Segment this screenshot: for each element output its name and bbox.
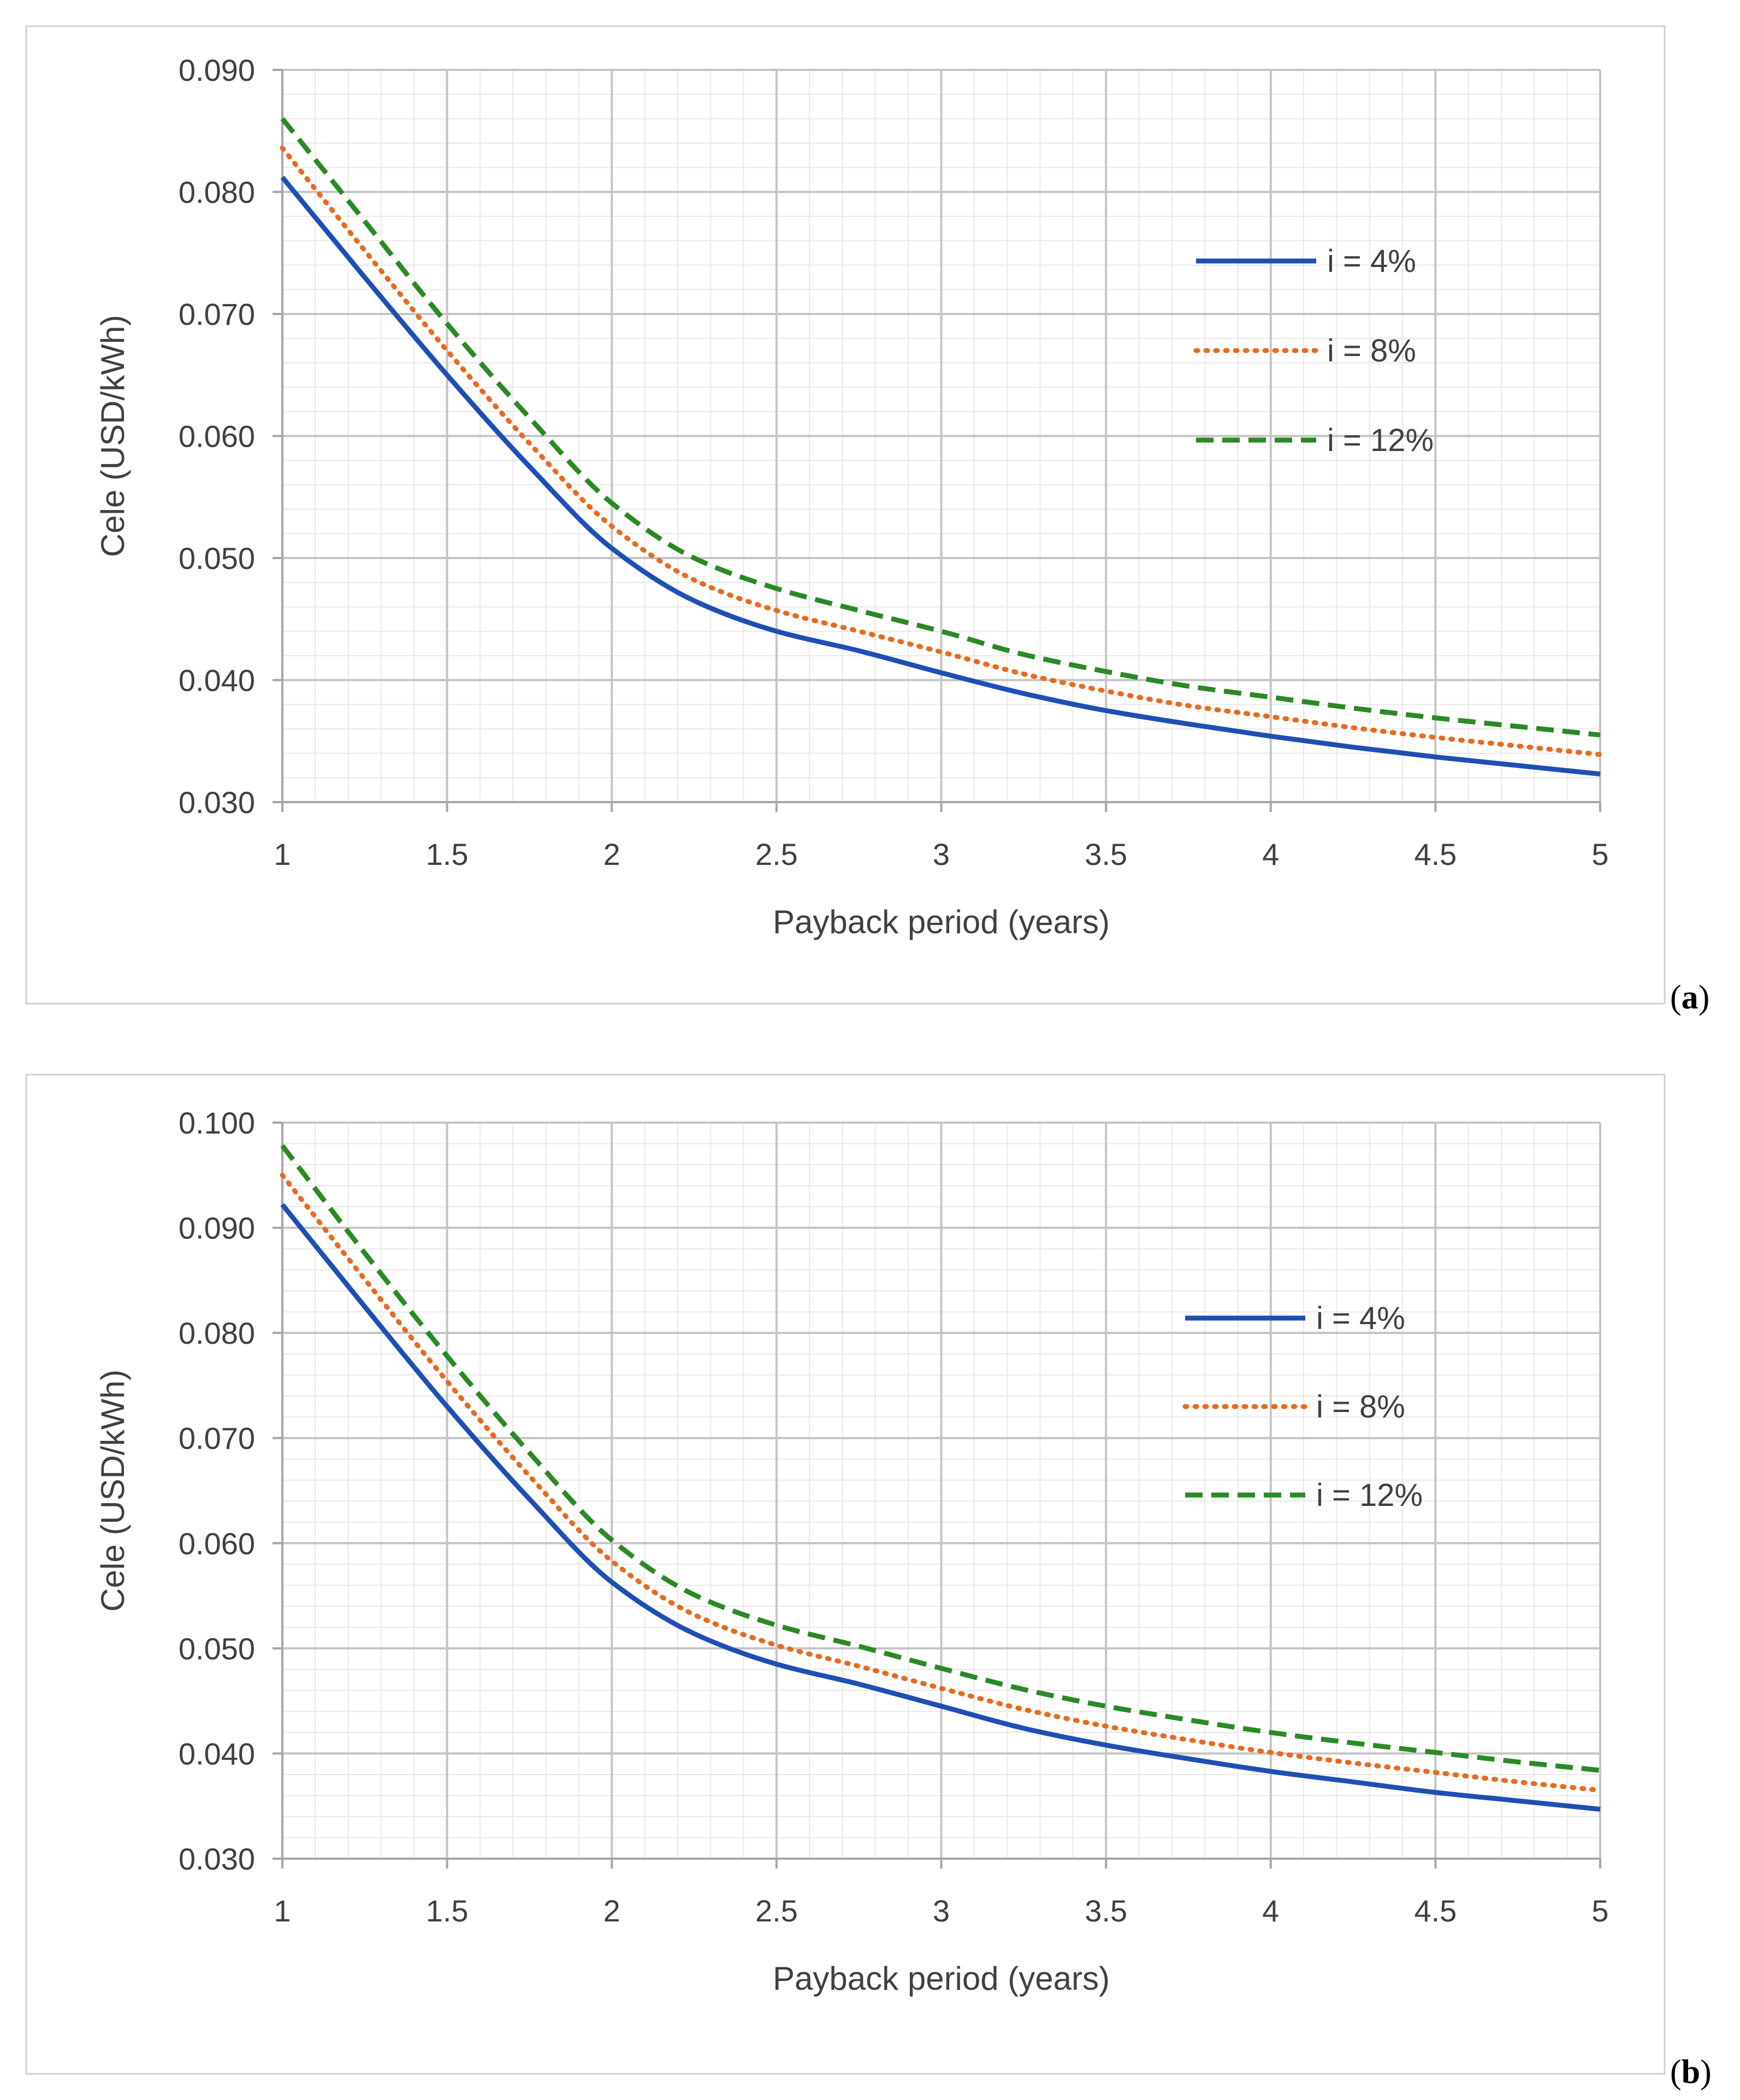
y-tick-label: 0.050: [179, 1632, 255, 1666]
x-tick-label: 5: [1591, 837, 1608, 871]
series-line-1: [280, 1203, 1601, 1812]
panel-label-a-text: a: [1681, 979, 1698, 1016]
x-tick-label: 3.5: [1085, 1894, 1127, 1928]
legend-entry-2: i = 8%: [1327, 333, 1416, 369]
x-tick-label: 1.5: [426, 837, 469, 871]
x-tick-label: 5: [1591, 1894, 1608, 1928]
series-line-3: [280, 1144, 1601, 1773]
panel-label-b-text: b: [1681, 2054, 1701, 2091]
y-tick-label: 0.100: [179, 1106, 255, 1140]
legend: i = 4% i = 8% i = 12%: [1193, 244, 1434, 458]
y-tick-label: 0.080: [179, 175, 255, 210]
line-chart-a: 1 1.5 2 2.5 3 3.5 4 4.5 5 0.030 0.040 0.050 0.060 0.0…: [25, 25, 1666, 1005]
x-tick-label: 2: [603, 1894, 620, 1928]
x-tick-label: 4: [1262, 837, 1279, 871]
x-tick-label: 4: [1262, 1894, 1279, 1928]
chart-frame: [25, 1073, 1666, 2075]
legend-entry-3: i = 12%: [1327, 423, 1434, 458]
y-tick-label: 0.070: [179, 297, 255, 331]
y-tick-label: 0.090: [179, 1211, 255, 1245]
panel-label-b: (b): [1670, 2054, 1712, 2091]
x-tick-label: 2: [603, 837, 620, 871]
y-tick-label: 0.060: [179, 1526, 255, 1561]
legend-entry-3: i = 12%: [1316, 1478, 1423, 1513]
x-tick-label: 1.5: [426, 1894, 469, 1928]
x-tick-label: 3: [933, 1894, 950, 1928]
legend-entry-2: i = 8%: [1316, 1389, 1405, 1425]
chart-panel-b: 1 1.5 2 2.5 3 3.5 4 4.5 5 0.030 0.040 0.050 0.060 0.0…: [0, 1048, 1740, 2100]
x-tick-label: 4.5: [1414, 1894, 1457, 1928]
x-axis-title: Payback period (years): [773, 904, 1110, 940]
x-axis-title: Payback period (years): [773, 1960, 1110, 1997]
series-line-3: [280, 117, 1601, 738]
y-tick-label: 0.050: [179, 541, 255, 576]
x-tick-label: 4.5: [1414, 837, 1457, 871]
x-tick-label: 1: [274, 837, 291, 871]
x-tick-label: 3.5: [1085, 837, 1127, 871]
panel-label-a: (a): [1670, 979, 1710, 1016]
x-tick-label: 2.5: [755, 1894, 798, 1928]
legend-entry-1: i = 4%: [1327, 244, 1416, 279]
legend: i = 4% i = 8% i = 12%: [1182, 1301, 1423, 1513]
line-chart-b: 1 1.5 2 2.5 3 3.5 4 4.5 5 0.030 0.040 0.050 0.060 0.0…: [25, 1073, 1666, 2075]
y-tick-label: 0.040: [179, 1736, 255, 1771]
legend-entry-1: i = 4%: [1316, 1301, 1405, 1336]
y-tick-label: 0.060: [179, 419, 255, 454]
y-tick-label: 0.080: [179, 1316, 255, 1350]
x-tick-label: 1: [274, 1894, 291, 1928]
series-line-1: [280, 175, 1601, 777]
y-tick-label: 0.040: [179, 663, 255, 698]
y-axis-title: Cele (USD/kWh): [94, 1369, 131, 1611]
y-axis-title: Cele (USD/kWh): [94, 315, 131, 557]
x-tick-label: 2.5: [755, 837, 798, 871]
y-tick-label: 0.070: [179, 1421, 255, 1456]
chart-frame: [25, 25, 1666, 1005]
series-line-2: [280, 1172, 1603, 1793]
y-tick-label: 0.030: [179, 785, 255, 820]
x-tick-label: 3: [933, 837, 950, 871]
chart-panel-a: 1 1.5 2 2.5 3 3.5 4 4.5 5 0.030 0.040 0.050 0.060 0.0…: [0, 0, 1740, 1027]
y-tick-label: 0.090: [179, 53, 255, 87]
y-tick-label: 0.030: [179, 1842, 255, 1876]
series-line-2: [280, 145, 1603, 757]
